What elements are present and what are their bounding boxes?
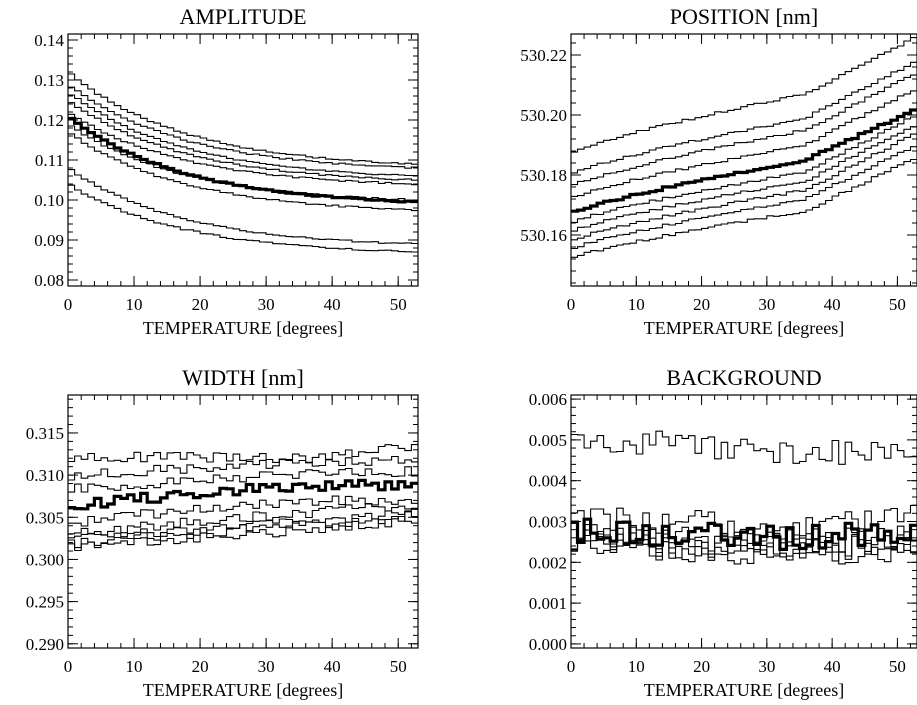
series-line-3 bbox=[68, 466, 418, 493]
x-tick-label: 20 bbox=[693, 295, 710, 314]
y-tick-label: 530.20 bbox=[520, 106, 567, 125]
y-tick-label: 0.11 bbox=[35, 151, 64, 170]
series-line-8 bbox=[68, 511, 418, 549]
x-tick-label: 10 bbox=[126, 657, 143, 676]
x-tick-label: 30 bbox=[258, 295, 275, 314]
series-group bbox=[571, 430, 917, 565]
series-line-9 bbox=[68, 169, 418, 245]
series-group bbox=[571, 37, 917, 258]
x-tick-label: 30 bbox=[758, 657, 775, 676]
y-tick-label: 530.18 bbox=[520, 166, 567, 185]
series-line-3 bbox=[571, 74, 917, 186]
series-line-6 bbox=[68, 503, 418, 536]
chart-title: AMPLITUDE bbox=[179, 4, 306, 29]
series-line-3 bbox=[68, 94, 418, 177]
y-tick-label: 0.295 bbox=[26, 593, 64, 612]
series-line-6 bbox=[571, 116, 917, 223]
series-line-1 bbox=[571, 37, 917, 153]
x-tick-label: 50 bbox=[889, 657, 906, 676]
y-tick-label: 0.004 bbox=[529, 472, 568, 491]
y-tick-label: 0.003 bbox=[529, 513, 567, 532]
series-line-7 bbox=[68, 125, 418, 201]
x-tick-label: 10 bbox=[628, 295, 645, 314]
x-tick-label: 0 bbox=[567, 657, 576, 676]
x-tick-label: 10 bbox=[628, 657, 645, 676]
x-tick-label: 40 bbox=[824, 657, 841, 676]
chart-panel-2: POSITION [nm] 0 10 20 30 40 50 530.16 530.18 530.… bbox=[520, 4, 917, 338]
y-tick-label: 0.002 bbox=[529, 553, 567, 572]
plot-frame bbox=[570, 33, 917, 287]
series-line-10 bbox=[68, 184, 418, 253]
series-line-2 bbox=[68, 86, 418, 169]
chart-panel-4: BACKGROUND 0 10 20 30 40 50 0.000 0.001 0.002 0.00… bbox=[529, 365, 917, 700]
x-axis-label: TEMPERATURE [degrees] bbox=[644, 318, 844, 338]
series-line-8 bbox=[68, 133, 418, 212]
x-tick-label: 40 bbox=[324, 295, 341, 314]
x-tick-label: 0 bbox=[567, 295, 576, 314]
x-tick-label: 30 bbox=[258, 657, 275, 676]
x-tick-label: 0 bbox=[64, 657, 73, 676]
x-tick-label: 30 bbox=[758, 295, 775, 314]
chart-title: WIDTH [nm] bbox=[182, 365, 304, 390]
series-line-1 bbox=[68, 73, 418, 165]
x-tick-label: 50 bbox=[390, 295, 407, 314]
plot-frame bbox=[67, 394, 419, 649]
x-tick-label: 40 bbox=[824, 295, 841, 314]
x-tick-label: 40 bbox=[324, 657, 341, 676]
x-tick-label: 20 bbox=[192, 657, 209, 676]
series-line-1 bbox=[68, 444, 418, 463]
y-tick-label: 0.10 bbox=[34, 191, 64, 210]
series-line-7 bbox=[571, 126, 917, 232]
y-tick-label: 0.12 bbox=[34, 111, 64, 130]
chart-title: POSITION [nm] bbox=[670, 4, 819, 29]
y-tick-label: 0.08 bbox=[34, 271, 64, 290]
y-tick-label: 530.16 bbox=[520, 226, 567, 245]
y-tick-label: 0.001 bbox=[529, 594, 567, 613]
y-tick-label: 0.13 bbox=[34, 71, 64, 90]
x-tick-label: 50 bbox=[390, 657, 407, 676]
series-line-9 bbox=[68, 515, 418, 552]
series-line-7 bbox=[571, 537, 917, 565]
x-axis-label: TEMPERATURE [degrees] bbox=[143, 680, 343, 700]
y-tick-label: 0.300 bbox=[26, 550, 64, 569]
series-line-8 bbox=[571, 133, 917, 241]
series-line-2 bbox=[68, 455, 418, 481]
x-tick-label: 20 bbox=[693, 657, 710, 676]
series-group bbox=[68, 444, 418, 552]
chart-panel-1: AMPLITUDE 0 10 20 30 40 50 0.08 0.09 0.10 0.11 0.12… bbox=[34, 4, 419, 338]
series-line-10 bbox=[571, 158, 917, 258]
y-tick-label: 0.000 bbox=[529, 635, 567, 654]
y-tick-label: 0.005 bbox=[529, 431, 567, 450]
series-line-mean bbox=[68, 116, 418, 204]
series-line-9 bbox=[571, 146, 917, 250]
x-tick-label: 10 bbox=[126, 295, 143, 314]
y-tick-label: 0.315 bbox=[26, 424, 64, 443]
series-line-mean bbox=[68, 478, 418, 511]
chart-title: BACKGROUND bbox=[666, 365, 821, 390]
y-tick-label: 0.310 bbox=[26, 466, 64, 485]
series-line-5 bbox=[68, 495, 418, 527]
x-tick-label: 50 bbox=[889, 295, 906, 314]
y-tick-label: 0.14 bbox=[34, 31, 64, 50]
x-axis-label: TEMPERATURE [degrees] bbox=[143, 318, 343, 338]
y-tick-label: 0.290 bbox=[26, 635, 64, 654]
series-line-2 bbox=[571, 61, 917, 174]
y-tick-label: 530.22 bbox=[520, 46, 567, 65]
x-axis-label: TEMPERATURE [degrees] bbox=[644, 680, 844, 700]
y-tick-label: 0.305 bbox=[26, 508, 64, 527]
x-tick-label: 20 bbox=[192, 295, 209, 314]
series-line-1 bbox=[571, 430, 917, 465]
series-line-4 bbox=[68, 102, 418, 181]
series-line-5 bbox=[68, 113, 418, 186]
series-group bbox=[68, 73, 418, 253]
y-tick-label: 0.006 bbox=[529, 390, 567, 409]
x-tick-label: 0 bbox=[64, 295, 73, 314]
series-line-mean bbox=[571, 108, 917, 213]
chart-panel-3: WIDTH [nm] 0 10 20 30 40 50 0.290 0.295 0.300 0.30… bbox=[26, 365, 419, 700]
y-tick-label: 0.09 bbox=[34, 231, 64, 250]
series-line-4 bbox=[571, 90, 917, 197]
